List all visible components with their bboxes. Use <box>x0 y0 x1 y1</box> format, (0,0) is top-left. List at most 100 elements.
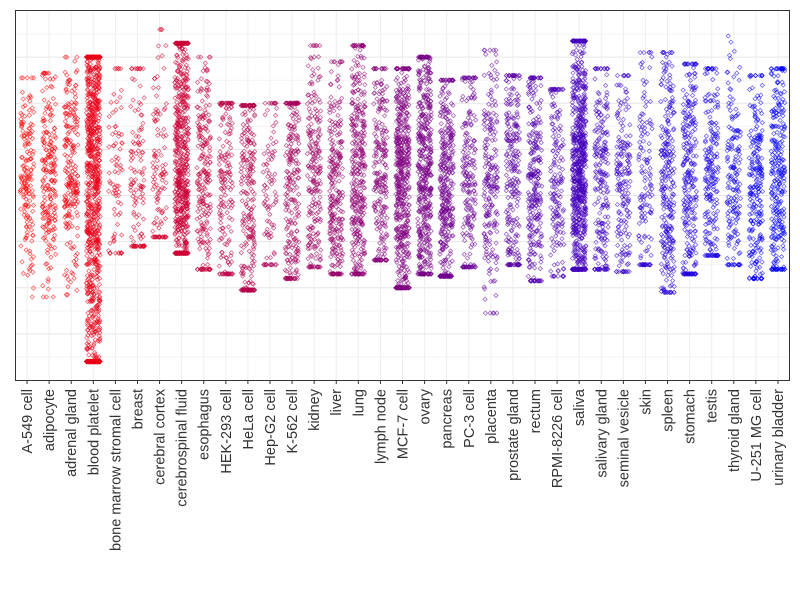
data-point <box>327 196 334 203</box>
data-point <box>70 143 76 149</box>
data-point <box>43 230 50 236</box>
data-point <box>251 111 258 118</box>
data-point <box>21 166 27 172</box>
data-point <box>92 179 98 185</box>
data-point <box>336 105 343 111</box>
data-point <box>333 204 340 210</box>
data-point <box>20 96 26 102</box>
data-point <box>315 134 321 140</box>
data-point <box>178 205 185 212</box>
data-point <box>204 220 210 226</box>
data-point <box>219 212 225 219</box>
data-point <box>317 114 324 121</box>
data-point <box>329 215 335 221</box>
data-point <box>163 132 169 139</box>
data-point <box>97 71 103 78</box>
data-point <box>289 172 295 178</box>
data-point <box>207 192 213 198</box>
data-point <box>50 95 56 102</box>
data-point <box>30 285 37 291</box>
data-point <box>207 201 213 207</box>
data-point <box>352 88 359 95</box>
data-point <box>225 271 232 277</box>
data-point <box>25 140 31 147</box>
data-point <box>356 258 363 264</box>
data-point <box>227 197 234 203</box>
data-point <box>195 187 202 193</box>
data-point <box>352 159 359 165</box>
data-point <box>288 275 295 282</box>
data-point <box>202 211 208 218</box>
data-point <box>50 294 56 300</box>
data-point <box>130 238 137 245</box>
data-point <box>140 243 146 249</box>
data-point <box>358 257 365 263</box>
data-point <box>360 179 367 185</box>
data-point <box>216 173 222 179</box>
data-point <box>18 75 25 81</box>
data-point <box>94 138 101 144</box>
data-point <box>141 177 147 183</box>
data-point <box>184 230 190 236</box>
data-point <box>41 143 47 149</box>
data-point <box>311 161 317 167</box>
data-point <box>161 126 167 132</box>
data-point <box>202 60 209 66</box>
data-point <box>97 64 103 71</box>
data-point <box>287 270 293 276</box>
data-point <box>84 70 90 76</box>
data-point <box>283 268 290 274</box>
data-point <box>200 207 207 213</box>
data-point <box>339 258 345 264</box>
data-point <box>244 122 250 128</box>
data-point <box>29 238 35 244</box>
data-point <box>337 258 343 265</box>
data-point <box>179 40 186 46</box>
data-point <box>133 199 139 206</box>
data-point <box>198 266 204 272</box>
data-point <box>204 255 211 261</box>
data-point <box>290 116 296 122</box>
data-point <box>97 297 103 304</box>
data-point <box>139 112 145 118</box>
data-point <box>48 107 55 113</box>
data-point <box>337 139 344 145</box>
data-point <box>197 88 204 95</box>
data-point <box>248 186 254 192</box>
data-point <box>328 132 335 138</box>
data-point <box>349 180 355 187</box>
data-point <box>197 246 203 252</box>
data-point <box>337 263 343 270</box>
data-point <box>247 117 254 124</box>
data-point <box>183 223 189 230</box>
data-point <box>116 65 122 72</box>
data-point <box>72 163 79 170</box>
data-point <box>240 228 247 234</box>
data-point <box>194 228 200 234</box>
data-point <box>156 225 162 231</box>
data-point <box>361 248 367 254</box>
data-point <box>62 214 68 220</box>
data-point <box>64 241 70 247</box>
data-point <box>331 166 337 173</box>
data-point <box>309 225 315 231</box>
data-point <box>85 174 92 180</box>
data-point <box>89 276 96 283</box>
data-point <box>200 262 206 268</box>
data-point <box>272 171 278 177</box>
data-point <box>26 107 33 113</box>
data-point <box>225 100 232 106</box>
data-point <box>338 227 344 233</box>
data-point <box>49 112 55 119</box>
data-point <box>96 205 102 211</box>
data-point <box>224 210 230 216</box>
data-point <box>180 56 187 62</box>
data-point <box>41 140 47 146</box>
data-point <box>177 102 183 108</box>
data-point <box>354 198 361 204</box>
data-point <box>86 278 92 285</box>
data-point <box>84 320 91 327</box>
data-point <box>184 206 190 212</box>
data-point <box>89 228 95 234</box>
data-point <box>335 112 341 119</box>
